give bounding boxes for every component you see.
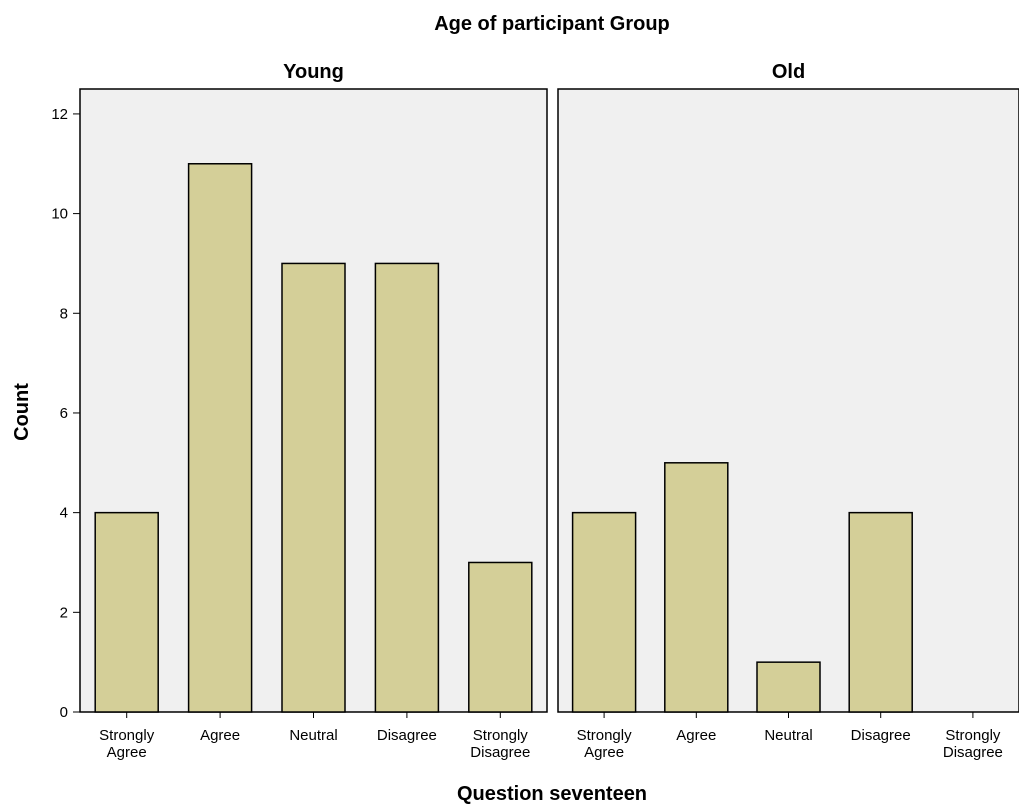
y-tick-label-6: 6 (60, 405, 68, 422)
x-tick-label-old-2: Neutral (764, 727, 812, 744)
y-tick-label-8: 8 (60, 305, 68, 322)
y-tick-label-0: 0 (60, 704, 68, 721)
x-tick-label-young-0: Strongly Agree (99, 727, 155, 761)
bar-young-2 (281, 262, 346, 713)
plot-area: 0 2 4 6 8 10 12 Young Strongly Agree Agree Neutral D… (51, 61, 1019, 761)
panel-title-old: Old (772, 61, 805, 83)
y-tick-label-10: 10 (51, 206, 68, 223)
x-tick-label-old-4: Strongly Disagree (943, 727, 1003, 761)
bar-old-3 (848, 511, 913, 713)
x-tick-label-old-1: Agree (676, 727, 716, 744)
x-tick-label-young-1: Agree (200, 727, 240, 744)
bar-old-2 (756, 661, 821, 713)
chart-title: Age of participant Group (434, 13, 670, 35)
x-tick-label-old-3: Disagree (851, 727, 911, 744)
y-tick-label-12: 12 (51, 106, 68, 123)
x-axis-label: Question seventeen (457, 783, 647, 805)
panel-title-young: Young (283, 61, 344, 83)
x-tick-label-young-4: Strongly Disagree (470, 727, 530, 761)
y-tick-label-4: 4 (60, 505, 68, 522)
y-tick-label-2: 2 (60, 604, 68, 621)
bar-young-1 (187, 163, 253, 713)
x-tick-label-old-0: Strongly Agree (577, 727, 633, 761)
bar-old-1 (664, 462, 729, 713)
bar-young-3 (374, 262, 440, 713)
bar-young-4 (468, 561, 533, 713)
x-tick-label-young-3: Disagree (377, 727, 437, 744)
bar-young-0 (94, 511, 159, 713)
bar-old-0 (571, 511, 637, 713)
x-tick-label-young-2: Neutral (289, 727, 337, 744)
y-axis-label: Count (11, 383, 33, 441)
